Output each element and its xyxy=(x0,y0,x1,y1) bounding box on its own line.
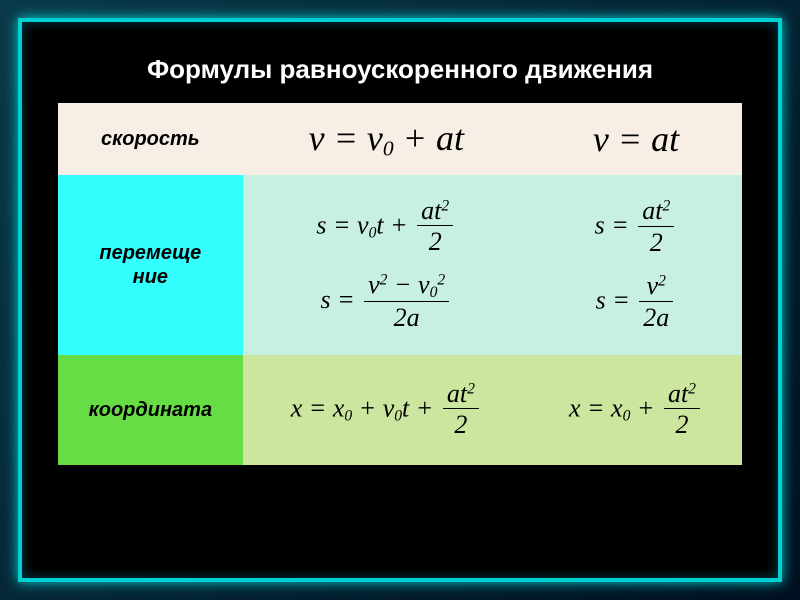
formula-side-cell: s = at22 s = v22a xyxy=(530,175,742,355)
row-label: координата xyxy=(58,398,243,422)
formula-main-cell: x = x0 + v0t + at22 xyxy=(243,355,530,465)
page-title: Формулы равноускоренного движения xyxy=(58,44,742,103)
formula: x = x0 + at22 xyxy=(569,380,703,441)
formula: v = at xyxy=(593,118,679,160)
formula: s = at22 xyxy=(595,197,678,258)
table-row: координата x = x0 + v0t + at22 x = x0 + at… xyxy=(58,355,742,465)
formula-main-cell: v = v0 + at xyxy=(243,103,530,175)
formula: s = v2 − v022a xyxy=(320,271,452,333)
formula-table: скоростьv = v0 + atv = atперемещениеs = … xyxy=(58,103,742,465)
table-row: скорость v = v0 + at v = at xyxy=(58,103,742,175)
formula: s = v0t + at22 xyxy=(316,197,456,258)
row-label: скорость xyxy=(58,127,243,151)
formula-side-cell: x = x0 + at22 xyxy=(530,355,742,465)
row-label-cell: координата xyxy=(58,355,243,465)
outer-frame: Формулы равноускоренного движения скорос… xyxy=(0,0,800,600)
formula: v = v0 + at xyxy=(309,117,464,161)
table-row: перемещениеs = v0t + at22s = v2 − v022as… xyxy=(58,175,742,355)
formula-main-cell: s = v0t + at22 s = v2 − v022a xyxy=(243,175,530,355)
row-label: перемещение xyxy=(58,241,243,289)
formula: s = v22a xyxy=(596,272,677,333)
row-label-cell: перемещение xyxy=(58,175,243,355)
row-label-cell: скорость xyxy=(58,103,243,175)
neon-frame: Формулы равноускоренного движения скорос… xyxy=(18,18,782,582)
formula: x = x0 + v0t + at22 xyxy=(291,380,482,441)
formula-side-cell: v = at xyxy=(530,103,742,175)
